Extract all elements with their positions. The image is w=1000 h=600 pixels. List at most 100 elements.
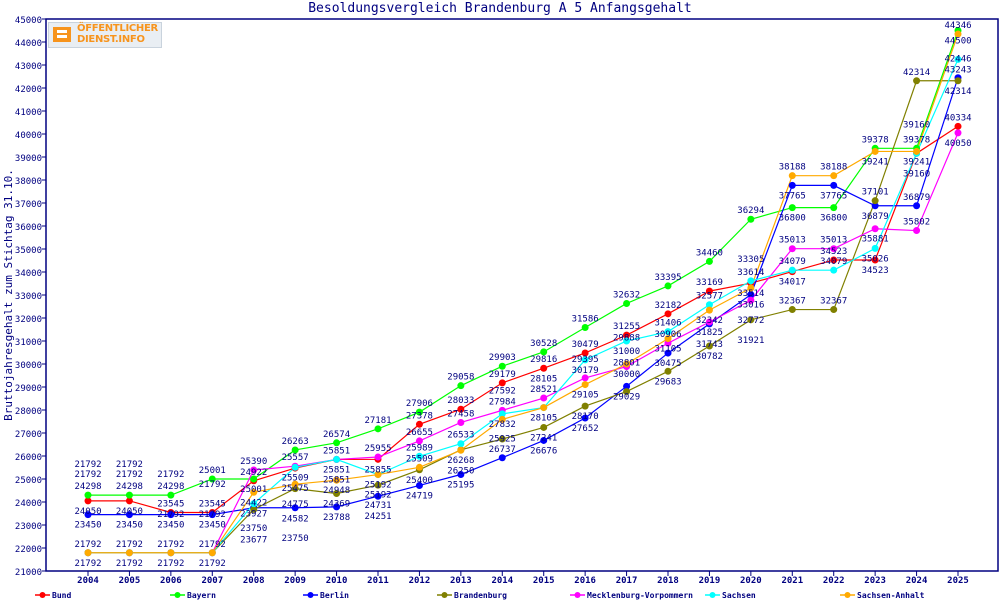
y-tick-label: 45000 bbox=[15, 16, 42, 26]
y-tick-label: 34000 bbox=[15, 269, 42, 279]
data-label: 21792 bbox=[74, 559, 101, 569]
data-label: 29179 bbox=[489, 370, 516, 380]
data-point bbox=[84, 497, 92, 505]
data-point bbox=[250, 488, 258, 496]
data-point bbox=[457, 440, 465, 448]
data-label: 25195 bbox=[447, 481, 474, 491]
data-point bbox=[250, 475, 258, 483]
data-point bbox=[913, 147, 921, 155]
data-label: 24731 bbox=[364, 501, 391, 511]
data-label: 21792 bbox=[116, 559, 143, 569]
x-tick-label: 2005 bbox=[119, 576, 141, 586]
x-tick-label: 2018 bbox=[657, 576, 679, 586]
data-point bbox=[705, 306, 713, 314]
data-point bbox=[415, 481, 423, 489]
data-point bbox=[954, 129, 962, 137]
data-label: 36294 bbox=[737, 206, 764, 216]
data-points bbox=[84, 27, 962, 557]
data-point bbox=[705, 318, 713, 326]
data-label: 23450 bbox=[199, 521, 226, 531]
data-point bbox=[664, 282, 672, 290]
data-label: 21792 bbox=[157, 510, 184, 520]
data-point bbox=[84, 491, 92, 499]
data-label: 37765 bbox=[820, 191, 847, 201]
data-label: 25855 bbox=[364, 465, 391, 475]
data-label: 25390 bbox=[240, 457, 267, 467]
data-label: 27832 bbox=[489, 420, 516, 430]
data-point bbox=[705, 342, 713, 350]
data-label: 27181 bbox=[364, 416, 391, 426]
data-label: 34017 bbox=[779, 278, 806, 288]
data-label: 31255 bbox=[613, 322, 640, 332]
data-point bbox=[830, 172, 838, 180]
data-label: 33514 bbox=[737, 289, 764, 299]
legend-marker bbox=[574, 592, 581, 598]
data-point bbox=[208, 475, 216, 483]
data-label: 36879 bbox=[903, 193, 930, 203]
data-point bbox=[374, 481, 382, 489]
data-label: 34079 bbox=[820, 257, 847, 267]
data-label: 24719 bbox=[406, 491, 433, 501]
data-label: 24775 bbox=[282, 500, 309, 510]
logo-text-1: ÖFFENTLICHER bbox=[77, 23, 158, 34]
data-point bbox=[540, 404, 548, 412]
data-point bbox=[415, 408, 423, 416]
data-label: 27378 bbox=[406, 411, 433, 421]
x-tick-label: 2020 bbox=[740, 576, 762, 586]
data-label: 30782 bbox=[696, 352, 723, 362]
data-label: 23677 bbox=[240, 535, 267, 545]
data-point bbox=[623, 337, 631, 345]
y-tick-label: 25000 bbox=[15, 476, 42, 486]
x-tick-label: 2021 bbox=[781, 576, 803, 586]
data-point bbox=[788, 172, 796, 180]
data-point bbox=[581, 414, 589, 422]
y-tick-label: 40000 bbox=[15, 131, 42, 141]
data-label: 33016 bbox=[737, 301, 764, 311]
data-label: 21792 bbox=[157, 470, 184, 480]
data-label: 31825 bbox=[696, 328, 723, 338]
data-labels: 2429824050234502179221792217922179224298… bbox=[74, 21, 971, 569]
data-label: 32342 bbox=[696, 316, 723, 326]
data-point bbox=[333, 476, 341, 484]
data-label: 24369 bbox=[323, 500, 350, 510]
data-label: 29816 bbox=[530, 355, 557, 365]
data-label: 24582 bbox=[282, 515, 309, 525]
data-label: 32367 bbox=[779, 297, 806, 307]
data-label: 37101 bbox=[862, 188, 889, 198]
x-tick-label: 2004 bbox=[77, 576, 99, 586]
data-label: 28170 bbox=[572, 412, 599, 422]
data-label: 30475 bbox=[654, 359, 681, 369]
data-label: 28521 bbox=[530, 385, 557, 395]
data-label: 23450 bbox=[116, 521, 143, 531]
data-label: 26250 bbox=[447, 466, 474, 476]
data-label: 28033 bbox=[447, 396, 474, 406]
x-tick-label: 2011 bbox=[367, 576, 389, 586]
legend-label: Mecklenburg-Vorpommern bbox=[587, 591, 693, 600]
data-label: 30000 bbox=[613, 370, 640, 380]
data-point bbox=[540, 436, 548, 444]
data-label: 21792 bbox=[74, 540, 101, 550]
legend-label: Berlin bbox=[320, 590, 349, 600]
data-label: 42446 bbox=[944, 55, 971, 65]
data-point bbox=[871, 147, 879, 155]
data-label: 32577 bbox=[696, 292, 723, 302]
series-line-mecklenburg-vorpommern bbox=[88, 132, 959, 554]
legend-marker bbox=[307, 592, 314, 598]
legend-marker bbox=[441, 592, 448, 598]
data-point bbox=[540, 348, 548, 356]
y-tick-label: 27000 bbox=[15, 430, 42, 440]
series-line-bund bbox=[88, 125, 959, 514]
y-tick-label: 23000 bbox=[15, 522, 42, 532]
data-point bbox=[498, 415, 506, 423]
data-point bbox=[830, 204, 838, 212]
data-point bbox=[457, 405, 465, 413]
data-point bbox=[291, 446, 299, 454]
data-label: 24050 bbox=[116, 507, 143, 517]
series-line-bayern bbox=[88, 30, 959, 496]
data-point bbox=[830, 306, 838, 314]
data-point bbox=[913, 77, 921, 85]
data-label: 40334 bbox=[944, 113, 971, 123]
data-label: 31921 bbox=[737, 336, 764, 346]
data-point bbox=[623, 382, 631, 390]
